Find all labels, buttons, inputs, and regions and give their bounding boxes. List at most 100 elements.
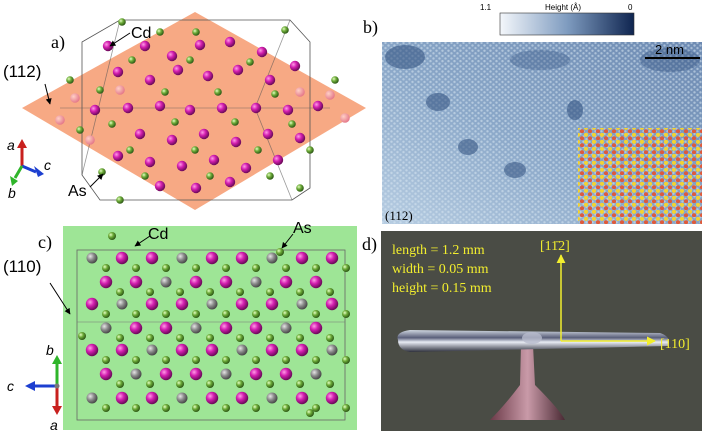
scalebar-label: 2 nm xyxy=(655,42,684,57)
as-atom xyxy=(141,172,149,180)
cd-atom xyxy=(240,162,252,174)
gray-atom xyxy=(266,252,278,264)
gray-atom xyxy=(250,276,262,288)
cd-atom xyxy=(175,297,189,311)
cd-atom xyxy=(85,297,99,311)
cd-atom xyxy=(235,251,249,265)
as-atom xyxy=(206,334,214,342)
cd-atom xyxy=(216,102,228,114)
gray-atom xyxy=(220,368,232,380)
as-atom xyxy=(116,288,124,296)
cd-atom-faded xyxy=(325,90,335,100)
as-atom xyxy=(176,288,184,296)
dir-label-up: [11̄2] xyxy=(540,239,570,254)
as-atom xyxy=(162,264,170,272)
as-atom xyxy=(162,404,170,412)
as-atom xyxy=(326,288,334,296)
cd-atom xyxy=(129,321,143,335)
as-atom xyxy=(252,310,260,318)
as-atom xyxy=(342,310,350,318)
gray-atom xyxy=(100,322,112,334)
as-atom xyxy=(192,310,200,318)
cd-atom xyxy=(325,391,339,405)
as-atom xyxy=(156,28,164,36)
as-atom xyxy=(222,356,230,364)
cd-atom xyxy=(224,176,236,188)
as-pointer-a xyxy=(89,173,104,188)
as-atom xyxy=(116,380,124,388)
cd-atom xyxy=(294,132,306,144)
cd-atom xyxy=(166,50,178,62)
cd-atom xyxy=(224,36,236,48)
gray-atom xyxy=(326,344,338,356)
gray-atom xyxy=(296,298,308,310)
cd-atom xyxy=(208,154,220,166)
cd-atom xyxy=(295,391,309,405)
cd-atom xyxy=(154,100,166,112)
cd-pointer-c xyxy=(134,235,151,247)
as-atom xyxy=(246,58,254,66)
plane-label-112: (112) xyxy=(3,62,41,81)
axis-label-c-c: c xyxy=(7,378,14,394)
as-atom xyxy=(146,380,154,388)
as-atom xyxy=(342,264,350,272)
cd-atom xyxy=(166,134,178,146)
as-atom xyxy=(312,356,320,364)
as-atom xyxy=(214,88,222,96)
axis-label-c-a: c xyxy=(44,157,51,173)
gray-atom xyxy=(86,392,98,404)
axes-indicator-c: b c a xyxy=(7,342,62,433)
as-atom xyxy=(162,356,170,364)
gray-atom xyxy=(86,252,98,264)
as-atom xyxy=(132,264,140,272)
axis-label-a-c: a xyxy=(50,417,58,433)
cd-atom-faded xyxy=(340,113,350,123)
as-atom xyxy=(252,404,260,412)
rod-glint xyxy=(522,332,542,344)
cd-atom xyxy=(272,154,284,166)
as-atom xyxy=(146,334,154,342)
cd-atom xyxy=(312,100,324,112)
colorbar xyxy=(499,12,635,36)
cd-atom xyxy=(198,128,210,140)
cd-atom xyxy=(172,64,184,76)
atom-label-cd-c: Cd xyxy=(148,226,168,243)
cd-atom xyxy=(295,343,309,357)
as-atom xyxy=(191,146,199,154)
plane-label-110: (110) xyxy=(3,257,41,276)
colorbar-title: Height (Å) xyxy=(545,3,581,12)
cd-atom xyxy=(176,160,188,172)
dir-label-right: [110] xyxy=(660,337,690,352)
as-atom xyxy=(306,409,314,417)
as-atom xyxy=(312,264,320,272)
cd-atom xyxy=(262,128,274,140)
cd-atom xyxy=(159,367,173,381)
as-atom xyxy=(296,288,304,296)
plane-label-b: (112) xyxy=(385,208,413,223)
cd-atom xyxy=(265,297,279,311)
cd-atom xyxy=(99,275,113,289)
gray-atom xyxy=(310,368,322,380)
cd-atom xyxy=(250,102,262,114)
as-atom xyxy=(236,288,244,296)
cd-atom-faded xyxy=(55,115,65,125)
as-atom xyxy=(222,404,230,412)
gray-atom xyxy=(280,322,292,334)
sample-stand xyxy=(490,345,565,420)
as-atom xyxy=(176,334,184,342)
as-atom xyxy=(288,120,296,128)
gray-atom xyxy=(176,252,188,264)
cd-atom xyxy=(112,150,124,162)
as-atom xyxy=(161,88,169,96)
as-atom xyxy=(312,310,320,318)
atom-label-as-a: As xyxy=(68,183,87,200)
dim-width: width = 0.05 mm xyxy=(392,262,489,277)
gray-atom xyxy=(266,392,278,404)
cd-atom xyxy=(279,367,293,381)
as-atom xyxy=(108,232,116,240)
as-atom xyxy=(192,28,200,36)
as-atom xyxy=(206,288,214,296)
as-atom xyxy=(66,76,74,84)
cd-atom xyxy=(102,40,114,52)
as-atom xyxy=(146,288,154,296)
